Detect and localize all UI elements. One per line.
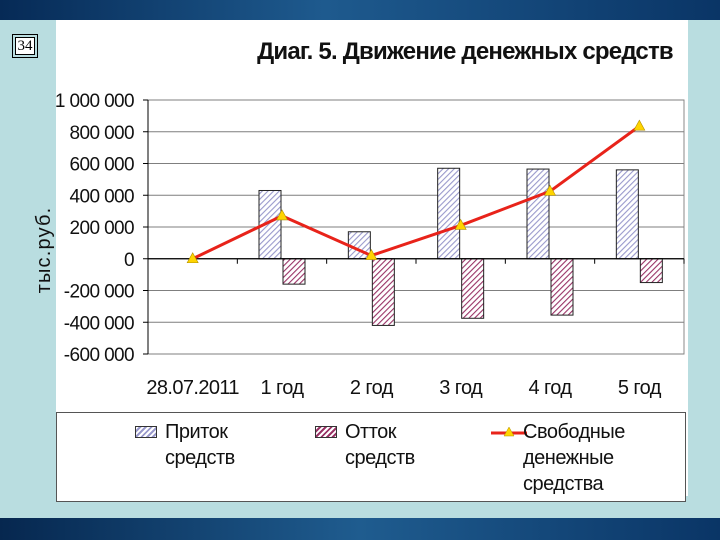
legend-swatch-outflow [315, 426, 337, 438]
bar-inflow [615, 169, 639, 260]
point-free-cash [275, 209, 289, 221]
bar-outflow [550, 258, 574, 316]
point-free-cash [633, 119, 646, 131]
y-tick-label: 200 000 [70, 218, 135, 239]
x-tick-label: 5 год [618, 377, 662, 399]
point-free-cash [454, 218, 467, 230]
x-tick-label: 2 год [350, 377, 394, 399]
chart-title: Диаг. 5. Движение денежных средств [257, 38, 674, 65]
y-tick-label: 400 000 [70, 186, 135, 207]
y-tick-label: 0 [124, 250, 134, 271]
y-tick-label: 1 000 000 [55, 91, 134, 112]
bar-outflow [282, 258, 306, 285]
y-tick-label: 600 000 [70, 155, 135, 176]
legend: Приток средств Отток средств Свободные д… [56, 412, 686, 502]
y-tick-label: 800 000 [70, 123, 135, 144]
y-tick-label: -400 000 [64, 313, 134, 334]
top-decor-bar [0, 0, 720, 20]
bar-inflow [526, 168, 550, 260]
bar-inflow [437, 167, 461, 260]
x-tick-label: 4 год [529, 377, 573, 399]
legend-swatch-inflow [135, 426, 157, 438]
y-tick-label: -200 000 [64, 282, 134, 303]
legend-label-inflow: Приток средств [165, 421, 235, 469]
bottom-decor-bar [0, 518, 720, 540]
legend-label-free-cash: Свободные денежные средства [523, 421, 625, 495]
bar-outflow [639, 258, 663, 284]
x-tick-label: 1 год [261, 377, 305, 399]
point-free-cash [186, 252, 199, 264]
x-tick-label: 28.07.2011 [146, 377, 239, 399]
x-tick-label: 3 год [439, 377, 483, 399]
y-axis-label: тыс.руб. [33, 207, 55, 294]
point-free-cash [365, 248, 378, 260]
y-tick-label: -600 000 [64, 345, 134, 366]
bar-outflow [371, 258, 395, 326]
legend-label-outflow: Отток средств [345, 421, 415, 469]
line-free-cash [192, 124, 641, 261]
point-free-cash [543, 184, 557, 196]
bar-outflow [461, 258, 485, 319]
legend-swatch-free-cash [491, 426, 527, 437]
slide-number: 34 [12, 34, 38, 58]
